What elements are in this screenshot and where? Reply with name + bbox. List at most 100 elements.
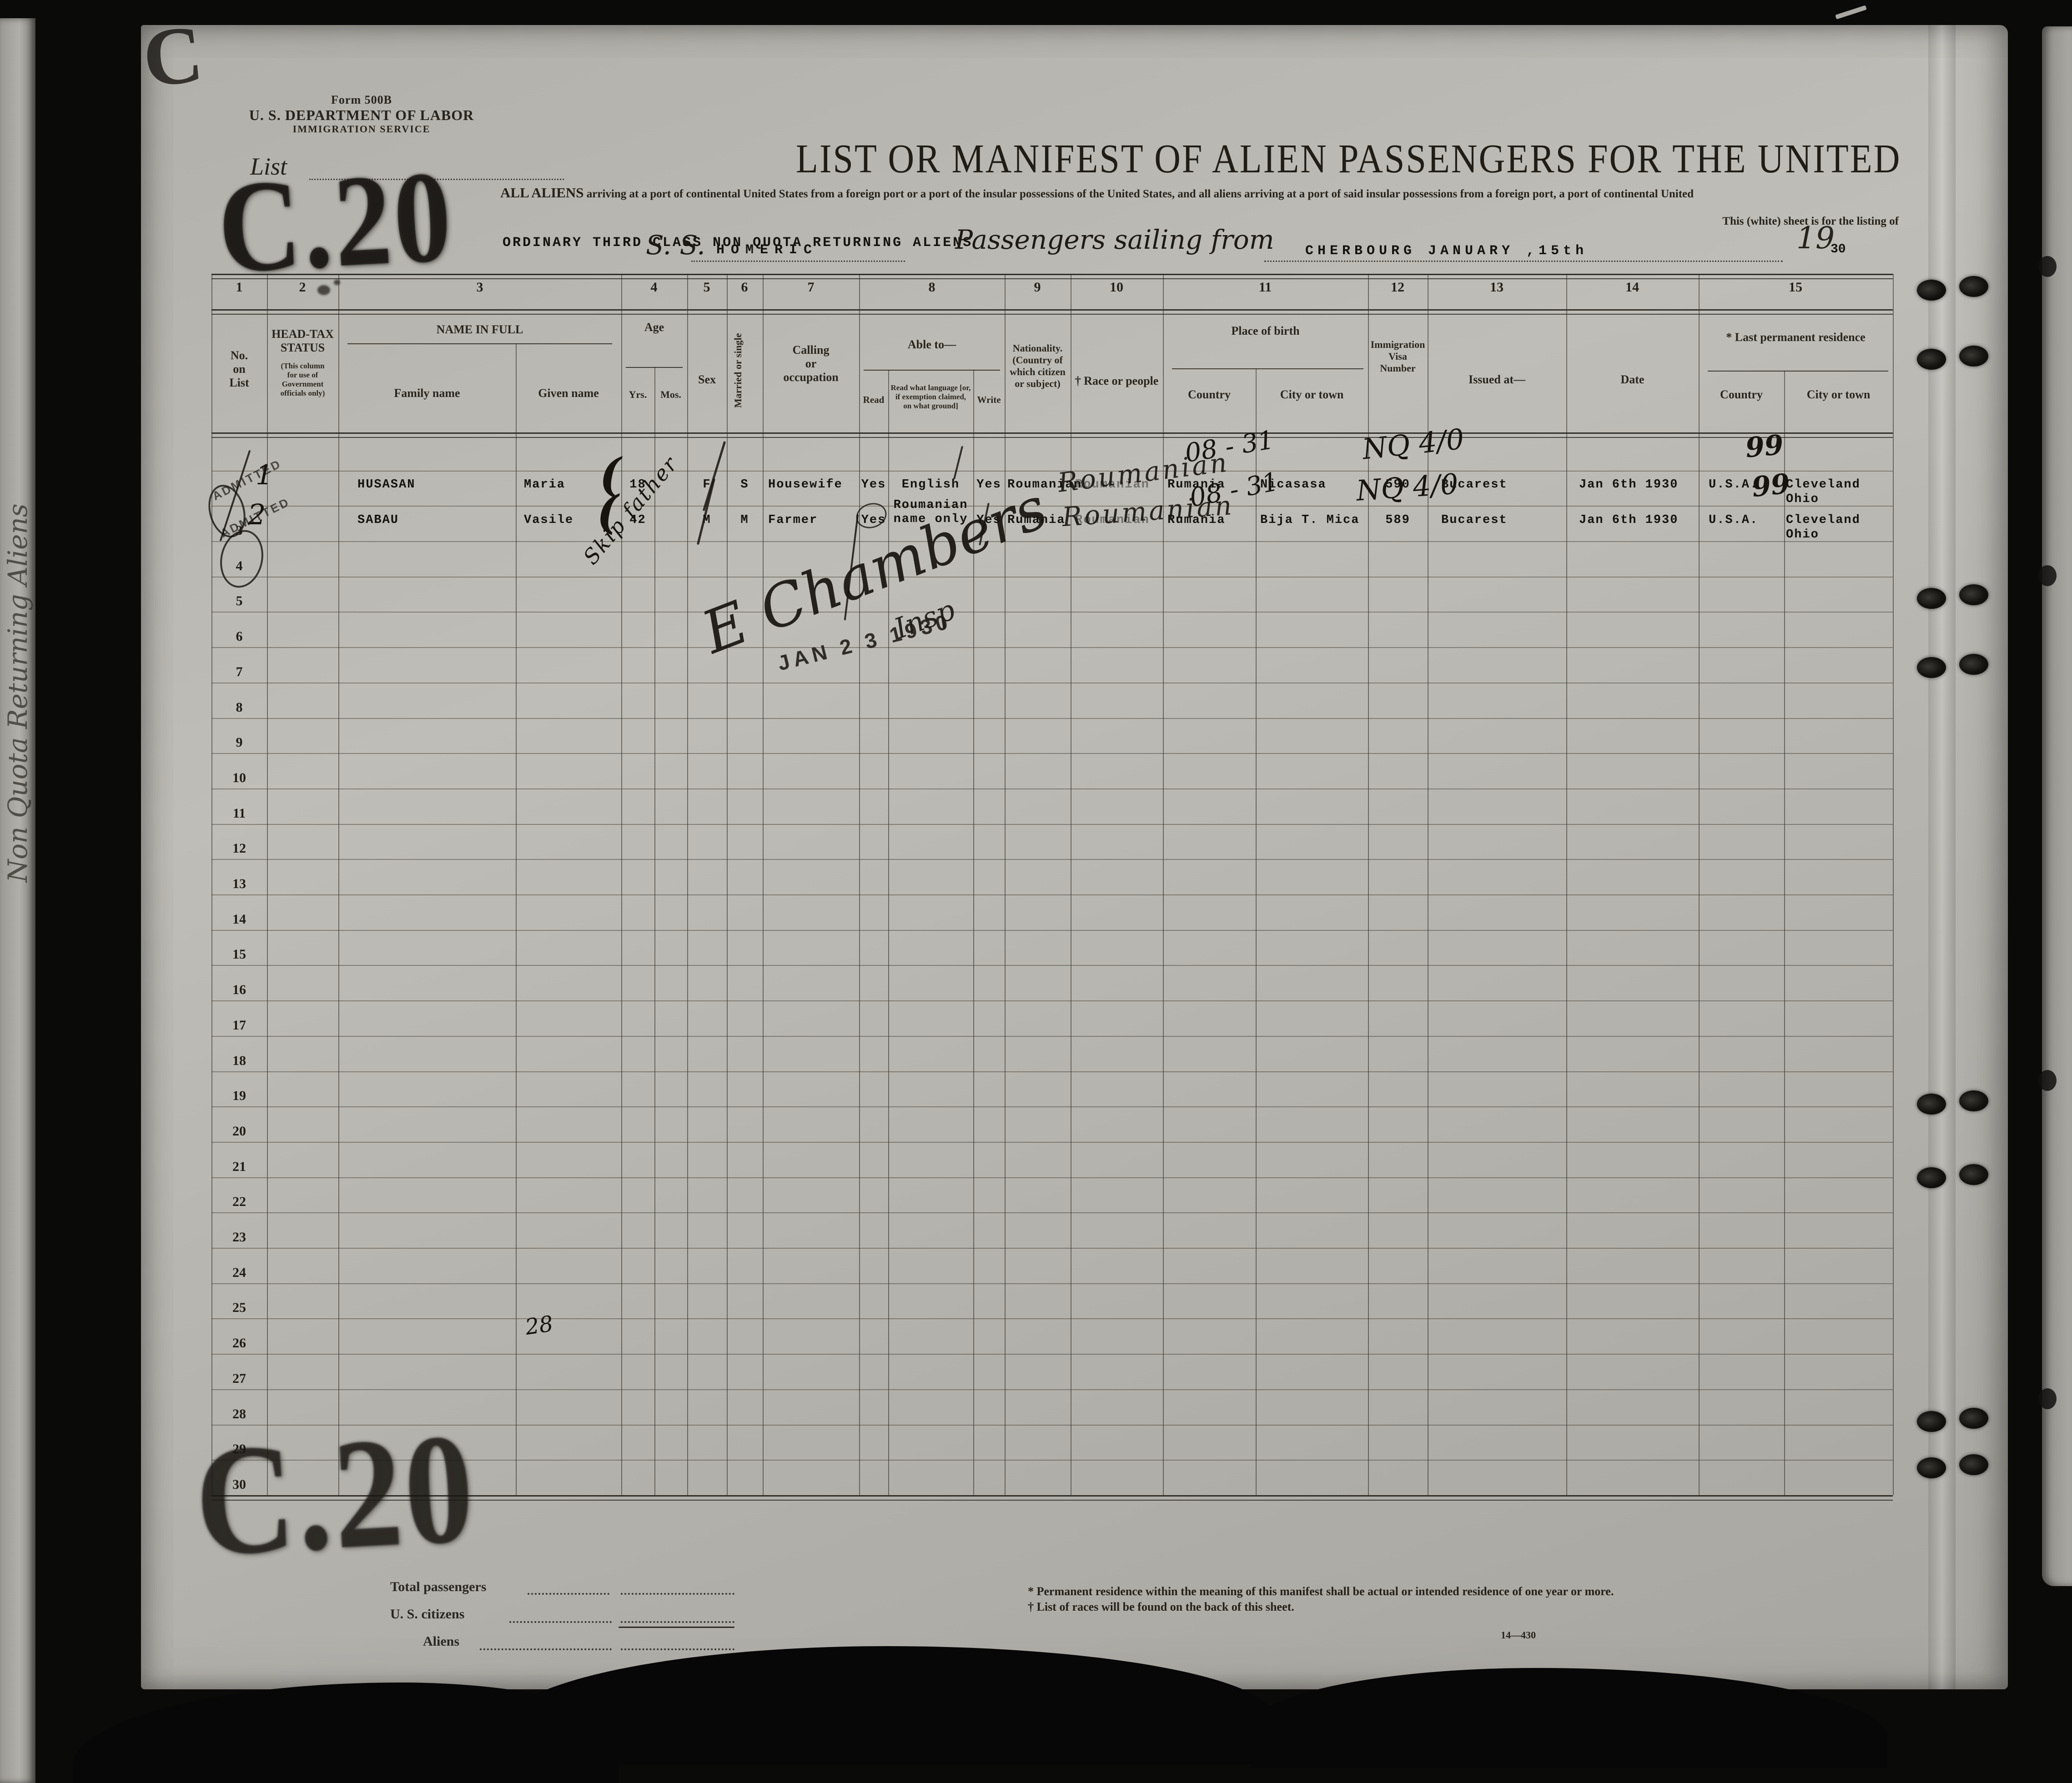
table-row: 22 [211,1177,1893,1214]
row-number: 25 [232,1300,246,1316]
header-place-of-birth: Place of birth [1231,324,1300,337]
punch-hole [2038,1388,2057,1409]
film-scratch [1835,5,1867,20]
header-family-name: Family name [394,387,460,400]
grid-subline [516,343,517,1495]
grid-line [1163,274,1164,1495]
table-row: 14 [211,894,1893,931]
col-number: 6 [741,280,748,295]
grid-line [763,274,764,1495]
cell-birth-city: Bija T. Mica [1260,513,1360,527]
grid-subline [888,370,889,1495]
punch-hole [1959,584,1988,605]
grid-line [267,274,268,1495]
table-row: 11 [211,789,1893,825]
table-row: 12 [211,824,1893,860]
header-calling: Calling or occupation [783,343,839,384]
c20-stamp-bottom: C.20 [191,1401,480,1589]
paren-mark: ( [599,448,621,502]
department-name: U. S. DEPARTMENT OF LABOR [249,107,474,123]
header-last-residence: * Last permanent residence [1726,331,1866,344]
col-number: 11 [1258,280,1272,295]
cell-res-country: U.S.A. [1709,513,1759,527]
cell-date: Jan 6th 1930 [1579,478,1679,492]
header-mos: Mos. [660,389,681,400]
header-split-line [347,343,612,344]
punch-hole [1917,349,1946,370]
header-res-city: City or town [1806,388,1871,401]
row-number: 6 [236,629,243,644]
row-number: 17 [232,1017,246,1033]
table-row: 6 [211,612,1893,648]
table-row: 8 [211,683,1893,719]
punch-hole [1959,1408,1988,1429]
list-label: List [250,153,287,180]
row-number: 14 [232,911,246,927]
ink-blot [317,285,330,295]
punch-hole [1959,654,1988,675]
punch-hole [2038,565,2057,586]
fill-in-line [621,1593,734,1595]
header-read-language: Read what language [or, if exemption cla… [890,383,971,410]
table-row: 17 [211,1000,1893,1037]
page-title: LIST OR MANIFEST OF ALIEN PASSENGERS FOR… [796,136,1901,182]
list-blank-line [309,179,564,180]
header-married-single: Married or single [732,333,744,408]
subtitle: ALL ALIENS arriving at a port of contine… [500,185,1899,201]
row-number: 22 [232,1194,246,1210]
sailing-label: Passengers sailing from [955,224,1274,255]
table-row: 30 [211,1460,1893,1496]
table-row: 4 [211,541,1893,578]
table-rule-top [211,274,1893,279]
row-number: 5 [236,593,243,609]
grid-line [1699,274,1700,1495]
col-number: 4 [650,280,658,295]
cell-age-yrs: 42 [629,513,646,527]
subtitle-rest: arriving at a port of continental United… [586,188,1694,200]
header-sex: Sex [698,373,716,386]
table-row: 18 [211,1036,1893,1072]
header-given-name: Given name [538,387,599,400]
col-number: 14 [1625,280,1639,295]
cell-read: Yes [861,513,886,527]
row-number: 13 [232,876,246,892]
table-row: 9 [211,718,1893,754]
cell-marital: M [740,513,749,527]
punch-hole [2038,256,2057,277]
residence-mark: 99 [1750,467,1791,504]
cell-read-language: English [901,478,960,492]
table-row: 20 [211,1106,1893,1143]
header-split-line [864,370,1000,371]
header-visa-number: Immigration Visa Number [1370,339,1425,374]
row-number: 19 [232,1088,246,1104]
col-number: 9 [1034,280,1041,295]
cell-visa-number: 590 [1385,478,1410,492]
table-row: 5 [211,577,1893,613]
cell-visa-number: 589 [1385,513,1410,527]
grid-line [1893,274,1894,1495]
col-number: 2 [299,280,306,295]
fill-in-line [621,1621,734,1623]
punch-hole [1959,276,1988,297]
col-number: 3 [476,280,483,295]
row-number: 24 [232,1265,246,1280]
residence-mark: 99 [1744,429,1785,464]
col-number: 7 [807,280,815,295]
grid-subline [1256,368,1257,1495]
form-code: 14—430 [1501,1629,1536,1641]
port-and-date: CHERBOURG JANUARY ,15th [1305,243,1588,259]
cell-given-name: Vasile [524,513,574,527]
cell-marital: S [740,478,749,492]
header-write: Write [977,394,1001,405]
cell-occupation: Farmer [768,513,818,527]
port-blank-line [1264,261,1783,262]
cell-read: Yes [861,478,886,492]
header-read: Read [863,394,885,405]
row-number: 4 [236,558,243,573]
punch-hole [1917,588,1946,609]
dot-leader [528,1593,609,1595]
header-name-in-full: NAME IN FULL [436,323,523,336]
cell-sex: M [703,513,711,527]
header-birth-city: City or town [1280,388,1344,401]
header-split-line [1708,371,1888,372]
